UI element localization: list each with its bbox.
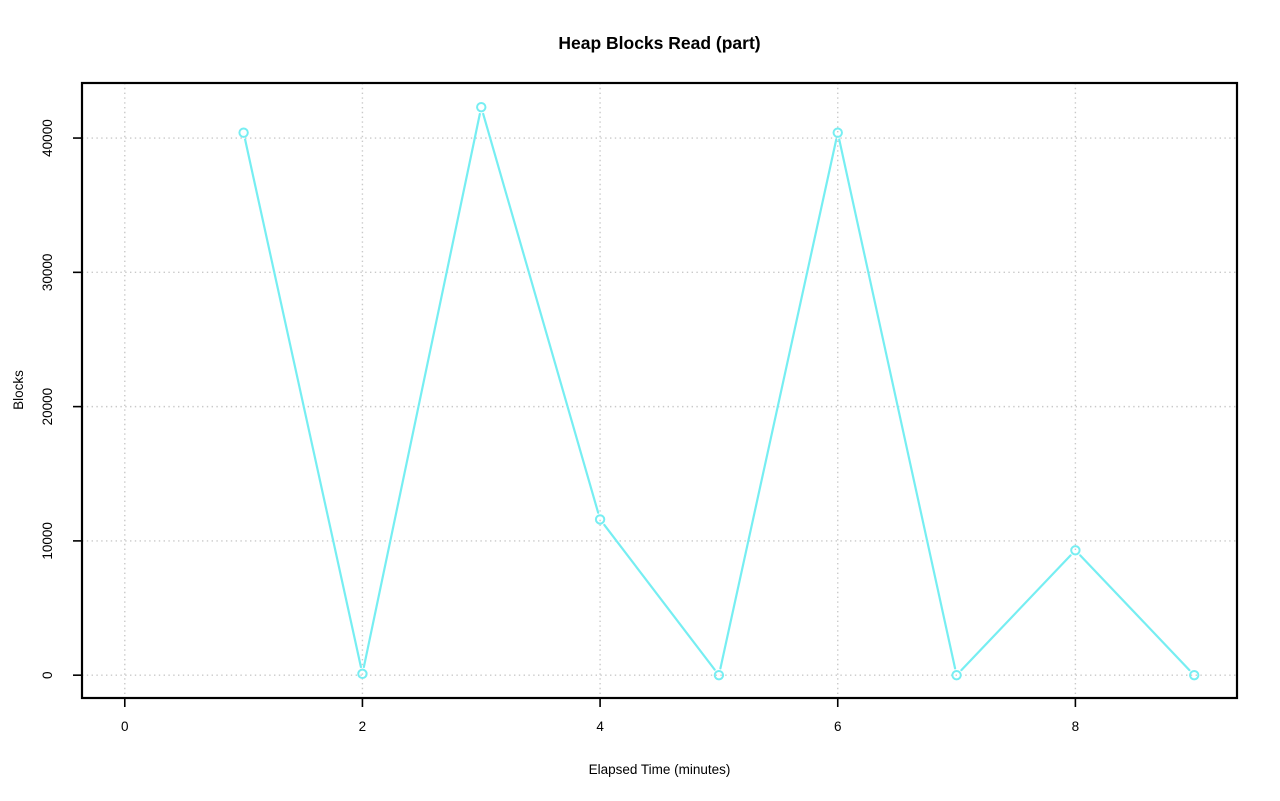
series-segment [603,523,716,671]
data-point [951,669,962,681]
data-point [713,669,725,681]
chart-title: Heap Blocks Read (part) [558,33,760,53]
x-tick-label: 4 [596,719,604,734]
data-point-markers [238,101,1200,681]
y-tick-label: 10000 [40,522,55,560]
data-point [476,101,487,113]
line-series [244,112,1191,672]
y-axis-label: Blocks [11,370,26,410]
data-point [238,127,249,138]
data-point [1189,669,1200,681]
series-segment [1079,554,1191,672]
plot-border [80,81,1239,700]
y-tick-label: 20000 [40,388,55,426]
y-tick-label: 40000 [40,119,55,157]
series-segment [960,554,1072,672]
series-segment [362,112,481,669]
data-point [1070,545,1081,556]
y-tick-label: 0 [40,671,55,679]
data-point [357,668,368,680]
y-tick-label: 30000 [40,254,55,292]
series-segment [244,138,363,669]
x-tick-label: 2 [359,719,367,734]
series-segment [482,112,600,514]
x-tick-label: 0 [121,719,129,734]
x-tick-label: 6 [834,719,842,734]
axis-tick-labels: 0 2 4 6 8 0 10000 20000 30000 40000 [40,119,1079,734]
x-tick-label: 8 [1072,719,1080,734]
series-segment [838,138,957,670]
plot-box [80,81,1239,700]
axis-ticks [73,137,1077,707]
x-axis-label: Elapsed Time (minutes) [589,762,731,777]
data-point [594,514,606,525]
data-point [832,127,843,138]
series-segment [719,138,838,670]
gridlines [82,83,1237,698]
